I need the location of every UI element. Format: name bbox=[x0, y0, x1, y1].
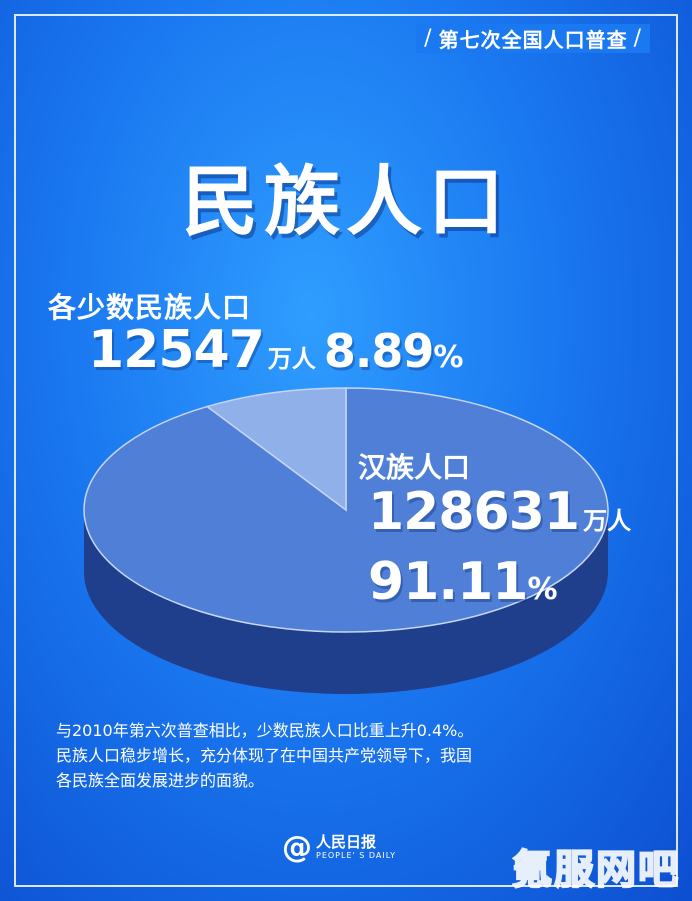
han-percent-row: 91.11 % bbox=[368, 552, 558, 612]
han-values: 128631 万人 bbox=[368, 482, 639, 542]
header-text: 第七次全国人口普查 bbox=[438, 28, 628, 52]
pie-slice-minority bbox=[205, 387, 347, 512]
logo-en: PEOPLE' S DAILY bbox=[316, 851, 397, 860]
footnote-line: 各民族全面发展进步的面貌。 bbox=[56, 771, 265, 790]
slash-right-icon: / bbox=[633, 26, 642, 51]
survey-header: / 第七次全国人口普查 / bbox=[416, 24, 650, 53]
footnote-line: 与2010年第六次普查相比，少数民族人口比重上升0.4%。 bbox=[56, 721, 474, 740]
han-percent: 91.11 bbox=[368, 552, 528, 612]
minority-unit: 万人 bbox=[267, 345, 316, 373]
han-population: 128631 bbox=[368, 482, 580, 542]
minority-population: 12547 bbox=[88, 320, 265, 380]
han-unit: 万人 bbox=[583, 507, 632, 535]
logo-text: 人民日报 PEOPLE' S DAILY bbox=[316, 835, 396, 860]
han-percent-sign: % bbox=[527, 572, 558, 607]
pie-side bbox=[84, 510, 608, 694]
watermark: 氪服网吧 bbox=[511, 846, 680, 894]
border-frame bbox=[14, 14, 678, 887]
page-title: 民族人口 bbox=[182, 157, 510, 246]
logo-at-icon: @ bbox=[282, 830, 312, 865]
footnote-line: 民族人口稳步增长，充分体现了在中国共产党领导下，我国 bbox=[56, 746, 473, 765]
pie-slice-majority bbox=[83, 387, 609, 633]
minority-values: 12547 万人 8.89 % bbox=[88, 320, 463, 380]
slash-left-icon: / bbox=[424, 26, 433, 51]
peoples-daily-logo: @ 人民日报 PEOPLE' S DAILY bbox=[282, 830, 396, 865]
minority-label: 各少数民族人口 bbox=[48, 291, 252, 324]
han-label: 汉族人口 bbox=[358, 451, 471, 484]
minority-percent-sign: % bbox=[433, 340, 464, 375]
footnote: 与2010年第六次普查相比，少数民族人口比重上升0.4%。 民族人口稳步增长，充… bbox=[56, 718, 646, 793]
minority-percent: 8.89 bbox=[323, 324, 434, 378]
logo-cn: 人民日报 bbox=[316, 833, 377, 851]
